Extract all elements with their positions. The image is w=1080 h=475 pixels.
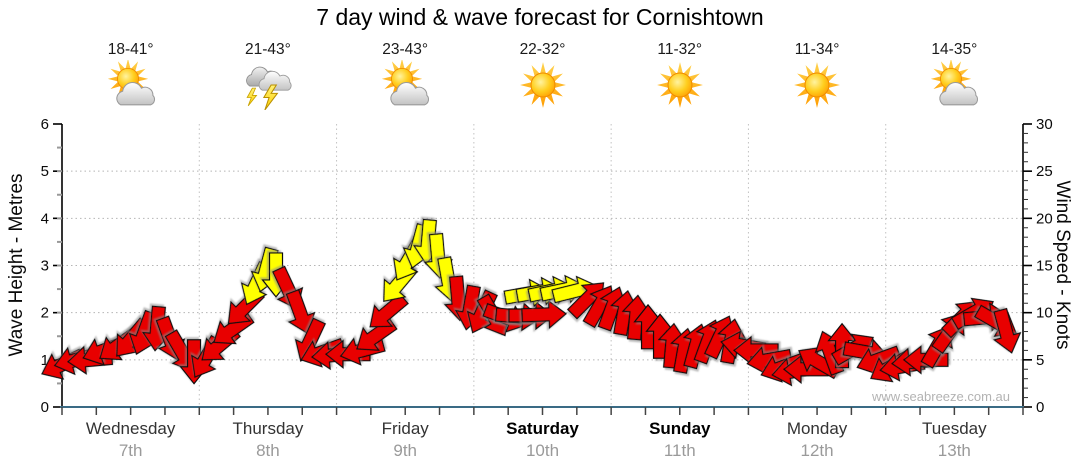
- day-date-friday: 9th: [393, 441, 418, 460]
- wind-tick-label: 30: [1036, 116, 1053, 133]
- temperature-range-monday: 11-34°: [794, 41, 840, 58]
- day-date-saturday: 10th: [525, 441, 560, 460]
- watermark: www.seabreeze.com.au: [871, 389, 1010, 404]
- wave-tick-label: 0: [41, 399, 49, 416]
- wind-arrow: [827, 322, 857, 369]
- wind-arrow-shape: [285, 289, 316, 335]
- wind-tick-label: 15: [1036, 258, 1053, 275]
- day-name-sunday: Sunday: [649, 419, 711, 438]
- temperature-range-wednesday: 18-41°: [107, 41, 154, 58]
- wave-tick-label: 5: [41, 163, 49, 180]
- temperature-range-thursday: 21-43°: [245, 41, 291, 58]
- wind-tick-label: 20: [1036, 210, 1053, 227]
- day-date-tuesday: 13th: [937, 441, 971, 460]
- wave-tick-label: 2: [41, 305, 49, 322]
- day-date-thursday: 8th: [256, 441, 280, 460]
- wind-arrow-shape: [827, 322, 857, 369]
- wind-tick-label: 10: [1036, 305, 1053, 322]
- wind-arrow-shape: [521, 299, 567, 330]
- wind-tick-label: 5: [1036, 352, 1044, 369]
- wave-tick-label: 6: [41, 116, 49, 133]
- wind-arrows: [41, 218, 1022, 387]
- day-name-saturday: Saturday: [506, 419, 579, 438]
- temperature-range-sunday: 11-32°: [657, 41, 703, 58]
- wave-tick-label: 1: [41, 352, 49, 369]
- wave-tick-label: 4: [41, 210, 49, 227]
- day-name-tuesday: Tuesday: [922, 419, 987, 438]
- day-name-friday: Friday: [381, 419, 429, 438]
- wind-arrow: [733, 335, 779, 366]
- page-title: 7 day wind & wave forecast for Cornishto…: [316, 4, 764, 30]
- wind-arrow: [521, 299, 567, 330]
- day-date-wednesday: 7th: [118, 441, 143, 460]
- wind-arrow: [992, 307, 1022, 354]
- temperature-range-friday: 23-43°: [382, 41, 429, 58]
- wave-tick-label: 3: [41, 258, 49, 275]
- wind-arrow: [285, 289, 316, 335]
- wind-arrow-shape: [992, 307, 1022, 354]
- right-axis-label: Wind Speed - Knots: [1052, 180, 1073, 350]
- day-name-thursday: Thursday: [232, 419, 304, 438]
- day-name-monday: Monday: [786, 419, 848, 438]
- right-axis: 0 5 10 15 20 25 30: [1022, 116, 1053, 416]
- left-axis-label: Wave Height - Metres: [6, 173, 27, 357]
- temperature-range-tuesday: 14-35°: [931, 41, 978, 58]
- day-date-monday: 12th: [800, 441, 834, 460]
- day-name-wednesday: Wednesday: [85, 419, 176, 438]
- wind-tick-label: 25: [1036, 163, 1053, 180]
- bottom-axis: [60, 406, 1024, 415]
- temperature-range-saturday: 22-32°: [519, 41, 566, 58]
- day-date-sunday: 11th: [663, 441, 696, 460]
- wind-tick-label: 0: [1036, 399, 1044, 416]
- wind-arrow-shape: [733, 335, 779, 366]
